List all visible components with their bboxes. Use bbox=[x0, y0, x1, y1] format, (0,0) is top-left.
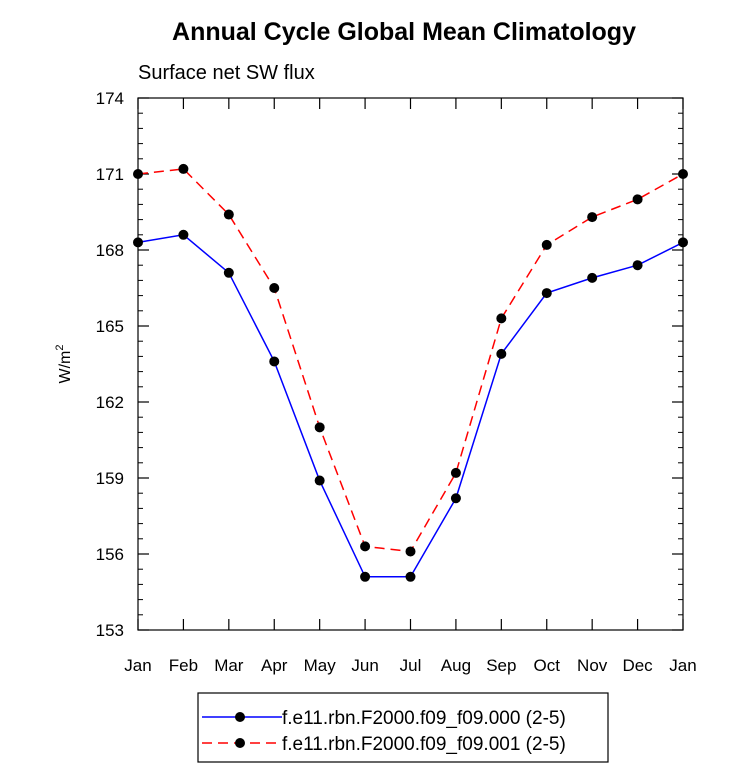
x-tick-label: May bbox=[304, 656, 337, 675]
x-tick-label: Jan bbox=[669, 656, 696, 675]
x-tick-label: Oct bbox=[534, 656, 561, 675]
y-axis-label: W/m2 bbox=[54, 345, 74, 384]
y-axis-ticks: 153 156 159 162 165 168 171 174 bbox=[96, 89, 683, 640]
y-tick-label: 171 bbox=[96, 165, 124, 184]
x-tick-label: Sep bbox=[486, 656, 516, 675]
data-point bbox=[405, 571, 416, 582]
chart-title: Annual Cycle Global Mean Climatology bbox=[172, 18, 636, 46]
data-point bbox=[314, 422, 325, 433]
data-point bbox=[223, 209, 234, 220]
data-point bbox=[632, 194, 643, 205]
data-point bbox=[496, 348, 507, 359]
y-tick-label: 153 bbox=[96, 621, 124, 640]
legend-label: f.e11.rbn.F2000.f09_f09.001 (2-5) bbox=[282, 734, 566, 755]
data-point bbox=[360, 541, 371, 552]
legend-box bbox=[197, 692, 609, 763]
y-axis-label-main: W/m bbox=[57, 351, 74, 384]
data-point bbox=[405, 546, 416, 557]
x-axis-ticks: Jan Feb Mar Apr May Jun Jul Aug Sep Oct Nov Dec Jan bbox=[124, 98, 697, 675]
y-tick-label: 159 bbox=[96, 469, 124, 488]
x-tick-label: Apr bbox=[261, 656, 288, 675]
y-tick-label: 156 bbox=[96, 545, 124, 564]
data-point bbox=[178, 229, 189, 240]
data-point bbox=[678, 169, 688, 179]
y-tick-label: 165 bbox=[96, 317, 124, 336]
data-point bbox=[360, 571, 371, 582]
x-tick-label: Aug bbox=[441, 656, 471, 675]
data-point bbox=[450, 493, 461, 504]
series-line-0 bbox=[137, 234, 684, 578]
legend-items: f.e11.rbn.F2000.f09_f09.000 (2-5) f.e11.r… bbox=[202, 708, 566, 755]
data-point bbox=[269, 283, 280, 293]
legend-marker bbox=[235, 738, 245, 748]
data-point bbox=[314, 475, 325, 486]
x-tick-label: Nov bbox=[577, 656, 608, 675]
data-point bbox=[678, 237, 688, 248]
data-point bbox=[269, 356, 280, 367]
series-line-1 bbox=[137, 168, 684, 553]
data-point bbox=[133, 237, 143, 248]
y-tick-label: 168 bbox=[96, 241, 124, 260]
y-axis-label-superscript: 2 bbox=[54, 345, 66, 351]
legend-label: f.e11.rbn.F2000.f09_f09.000 (2-5) bbox=[282, 708, 566, 729]
x-tick-label: Jan bbox=[124, 656, 151, 675]
series-layer bbox=[133, 163, 688, 582]
x-tick-label: Dec bbox=[622, 656, 653, 675]
plot-area: 153 156 159 162 165 168 171 174 Jan Feb Mar Apr May… bbox=[96, 89, 697, 675]
legend: f.e11.rbn.F2000.f09_f09.000 (2-5) f.e11.r… bbox=[197, 692, 609, 763]
x-tick-label: Feb bbox=[169, 656, 198, 675]
data-point bbox=[178, 163, 189, 174]
x-tick-label: Jun bbox=[351, 656, 378, 675]
data-point bbox=[450, 467, 461, 478]
data-point bbox=[133, 169, 143, 179]
data-point bbox=[587, 212, 598, 223]
x-tick-label: Jul bbox=[400, 656, 422, 675]
data-point bbox=[632, 260, 643, 271]
data-point bbox=[496, 313, 507, 324]
y-tick-label: 162 bbox=[96, 393, 124, 412]
data-point bbox=[223, 267, 234, 278]
x-tick-label: Mar bbox=[214, 656, 244, 675]
legend-marker bbox=[235, 712, 245, 722]
chart-subtitle: Surface net SW flux bbox=[138, 62, 315, 84]
data-point bbox=[541, 239, 552, 250]
data-point bbox=[541, 288, 552, 299]
data-point bbox=[587, 272, 598, 283]
y-tick-label: 174 bbox=[96, 89, 124, 108]
